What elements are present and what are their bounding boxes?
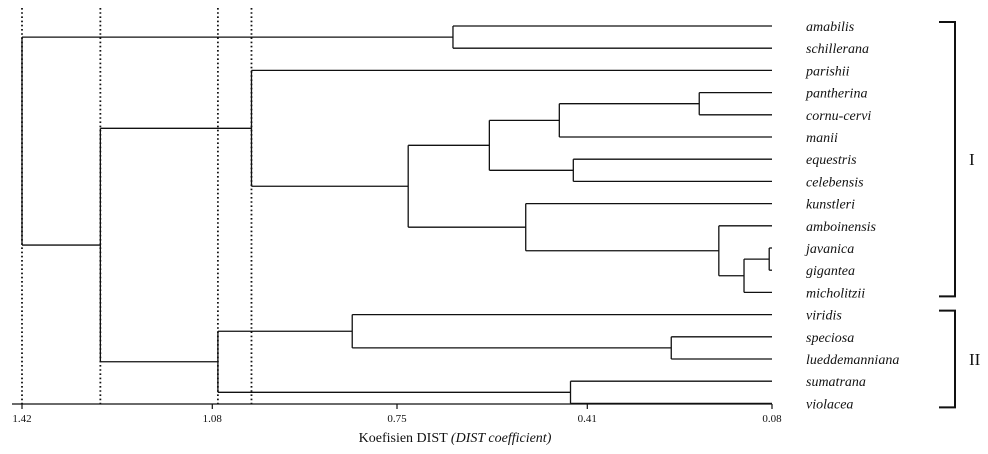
leaf-label-parishii: parishii [805, 64, 850, 79]
leaf-label-viridis: viridis [806, 309, 842, 324]
leaf-label-equestris: equestris [806, 153, 857, 168]
x-tick-label-1.08: 1.08 [203, 413, 223, 425]
group-bracket-II [939, 309, 956, 409]
leaf-label-micholitzii: micholitzii [806, 286, 865, 301]
leaf-label-lueddemanniana: lueddemanniana [806, 353, 899, 368]
x-tick-label-0.75: 0.75 [387, 413, 407, 425]
leaf-label-pantherina: pantherina [805, 87, 867, 102]
x-tick-label-0.41: 0.41 [578, 413, 597, 425]
x-tick-label-1.42: 1.42 [12, 413, 31, 425]
leaf-label-javanica: javanica [804, 242, 854, 257]
x-tick-label-0.08: 0.08 [762, 413, 782, 425]
leaf-label-manii: manii [806, 131, 838, 146]
group-brackets: III [939, 21, 981, 409]
leaf-label-amabilis: amabilis [806, 20, 855, 35]
x-axis-title-main: Koefisien DIST [359, 431, 451, 446]
x-axis-title: Koefisien DIST (DIST coefficient) [359, 431, 552, 446]
leaf-label-speciosa: speciosa [806, 331, 854, 346]
leaf-label-schillerana: schillerana [806, 42, 869, 57]
leaf-label-sumatrana: sumatrana [806, 375, 866, 390]
group-label-I: I [969, 150, 975, 169]
leaf-label-gigantea: gigantea [806, 264, 855, 279]
x-axis: 1.42 1.08 0.75 0.41 0.08 [12, 403, 782, 425]
leaf-label-celebensis: celebensis [806, 175, 864, 190]
group-label-II: II [969, 350, 981, 369]
leaf-label-cornu-cervi: cornu-cervi [806, 109, 871, 124]
leaf-label-kunstleri: kunstleri [806, 198, 855, 213]
leaf-label-amboinensis: amboinensis [806, 220, 877, 235]
leaf-label-violacea: violacea [806, 397, 853, 412]
dendrogram-branches [21, 25, 772, 405]
leaf-labels: amabilis schillerana parishii pantherina cor… [804, 20, 899, 412]
x-axis-title-italic: (DIST coefficient) [451, 431, 552, 446]
group-bracket-I [939, 21, 956, 298]
cut-lines [21, 8, 253, 404]
